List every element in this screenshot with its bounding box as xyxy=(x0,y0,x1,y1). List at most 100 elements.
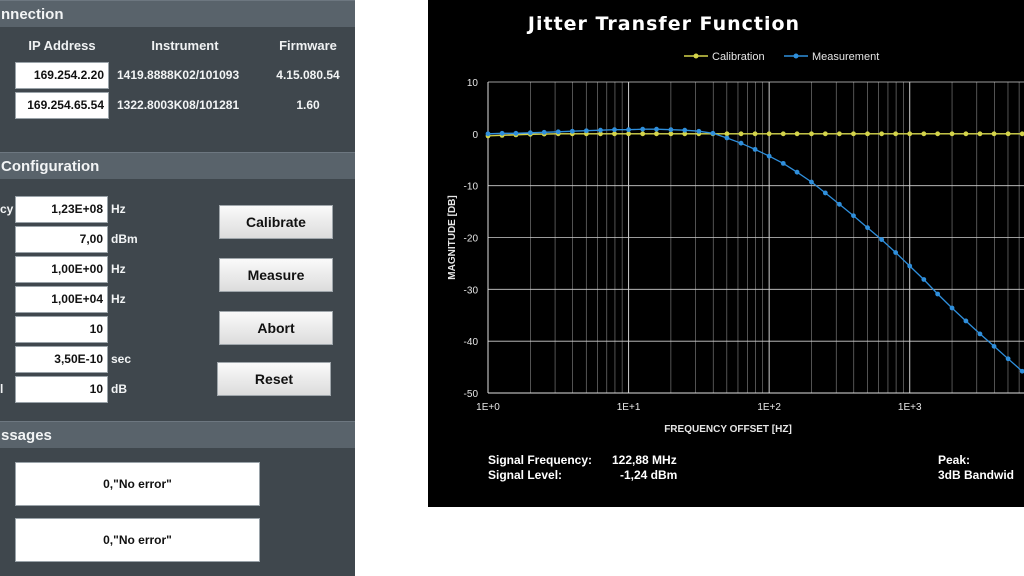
ip-address-field-2[interactable]: 169.254.65.54 xyxy=(15,92,109,119)
legend-label: Measurement xyxy=(812,51,879,63)
data-point-measurement xyxy=(851,213,856,219)
frequency-unit: Hz xyxy=(111,202,126,216)
config-label-attenuation: l xyxy=(0,382,4,396)
jitter-transfer-chart: 10 0 -10 -20 -30 -40 -50 1E+0 1E+1 1E+2 1E+3 Jitter… xyxy=(447,13,1024,435)
data-point-measurement xyxy=(752,146,758,152)
y-tick-label: 10 xyxy=(467,78,479,89)
bandwidth-label: 3dB Bandwid xyxy=(938,468,1015,482)
data-point-measurement xyxy=(794,169,800,175)
y-tick-label: 0 xyxy=(472,130,478,141)
data-point-measurement xyxy=(710,130,716,136)
data-point-calibration xyxy=(991,131,997,137)
data-point-measurement xyxy=(865,225,870,231)
data-point-calibration xyxy=(668,131,674,137)
data-point-calibration xyxy=(907,131,913,137)
jitter-chart-panel: 10 0 -10 -20 -30 -40 -50 1E+0 1E+1 1E+2 1E+3 Jitter… xyxy=(428,0,1024,507)
data-point-measurement xyxy=(569,128,575,134)
config-label-frequency: cy xyxy=(0,202,14,216)
data-point-measurement xyxy=(963,318,969,324)
data-point-calibration xyxy=(598,131,603,137)
data-point-calibration xyxy=(794,131,800,137)
data-point-measurement xyxy=(893,250,899,255)
data-point-measurement xyxy=(822,190,828,196)
y-axis-label: MAGNITUDE [DB] xyxy=(447,195,458,279)
ip-address-field-1[interactable]: 169.254.2.20 xyxy=(15,62,109,89)
y-tick-label: -10 xyxy=(464,182,479,193)
data-point-calibration xyxy=(626,131,631,137)
measure-button[interactable]: Measure xyxy=(219,258,333,292)
abort-button[interactable]: Abort xyxy=(219,311,333,345)
start-frequency-field[interactable]: 1,00E+00 xyxy=(15,256,108,283)
control-panel: nnection IP Address Instrument Firmware … xyxy=(0,0,355,576)
data-point-calibration xyxy=(822,131,828,137)
data-point-calibration xyxy=(766,131,772,137)
data-point-calibration xyxy=(949,131,955,137)
data-point-measurement xyxy=(780,160,786,166)
data-point-measurement xyxy=(598,127,603,133)
jitter-field[interactable]: 3,50E-10 xyxy=(15,346,108,373)
firmware-version-1: 4.15.080.54 xyxy=(276,68,340,82)
data-point-calibration xyxy=(921,131,927,137)
data-point-measurement xyxy=(654,126,659,132)
data-point-calibration xyxy=(977,131,983,137)
data-point-measurement xyxy=(879,237,885,242)
calibrate-button[interactable]: Calibrate xyxy=(219,205,333,239)
data-point-calibration xyxy=(851,131,856,137)
data-point-measurement xyxy=(555,129,561,135)
data-point-calibration xyxy=(1019,131,1024,137)
legend-marker xyxy=(793,53,799,59)
attenuation-field[interactable]: 10 xyxy=(15,376,108,403)
data-point-measurement xyxy=(738,140,744,146)
level-field[interactable]: 7,00 xyxy=(15,226,108,253)
data-point-measurement xyxy=(626,127,631,133)
data-point-measurement xyxy=(527,130,533,136)
data-point-measurement xyxy=(991,343,997,349)
y-tick-label: -50 xyxy=(464,389,479,400)
chart-title: Jitter Transfer Function xyxy=(526,13,800,35)
stop-frequency-field[interactable]: 1,00E+04 xyxy=(15,286,108,313)
data-point-measurement xyxy=(668,127,674,133)
reset-button[interactable]: Reset xyxy=(217,362,331,396)
frequency-field[interactable]: 1,23E+08 xyxy=(15,196,108,223)
data-point-measurement xyxy=(1005,356,1011,362)
instrument-id-2: 1322.8003K08/101281 xyxy=(117,98,240,112)
ip-address-header: IP Address xyxy=(28,38,96,53)
data-point-calibration xyxy=(738,131,744,137)
data-point-calibration xyxy=(780,131,786,137)
data-point-measurement xyxy=(977,331,983,337)
start-frequency-unit: Hz xyxy=(111,262,126,276)
data-point-measurement xyxy=(724,135,730,141)
firmware-version-2: 1.60 xyxy=(296,98,320,112)
data-point-measurement xyxy=(640,126,646,132)
data-point-measurement xyxy=(682,127,688,133)
x-axis-label: FREQUENCY OFFSET [HZ] xyxy=(664,424,792,435)
level-unit: dBm xyxy=(111,232,138,246)
data-point-calibration xyxy=(682,131,688,137)
legend-label: Calibration xyxy=(712,51,765,63)
data-point-calibration xyxy=(893,131,899,137)
data-point-calibration xyxy=(879,131,885,137)
points-field[interactable]: 10 xyxy=(15,316,108,343)
data-point-measurement xyxy=(612,127,617,133)
data-point-calibration xyxy=(752,131,758,137)
peak-label: Peak: xyxy=(938,453,971,467)
series-line-measurement xyxy=(487,128,1023,372)
signal-frequency-label: Signal Frequency: xyxy=(488,453,593,467)
data-point-measurement xyxy=(836,201,842,207)
data-point-measurement xyxy=(766,153,772,159)
data-point-calibration xyxy=(654,131,659,137)
data-point-measurement xyxy=(485,131,491,137)
message-box-2: 0,"No error" xyxy=(15,518,260,562)
configuration-section-title: Configuration xyxy=(0,152,355,179)
jitter-unit: sec xyxy=(111,352,132,366)
y-tick-label: -40 xyxy=(464,337,479,348)
y-tick-label: -30 xyxy=(464,285,479,296)
data-point-calibration xyxy=(612,131,617,137)
data-point-calibration xyxy=(963,131,969,137)
message-box-1: 0,"No error" xyxy=(15,462,260,506)
messages-section-title: ssages xyxy=(0,421,355,448)
x-tick-label: 1E+1 xyxy=(617,402,641,413)
x-tick-label: 1E+0 xyxy=(476,402,500,413)
legend-marker xyxy=(693,53,699,59)
data-point-calibration xyxy=(836,131,842,137)
